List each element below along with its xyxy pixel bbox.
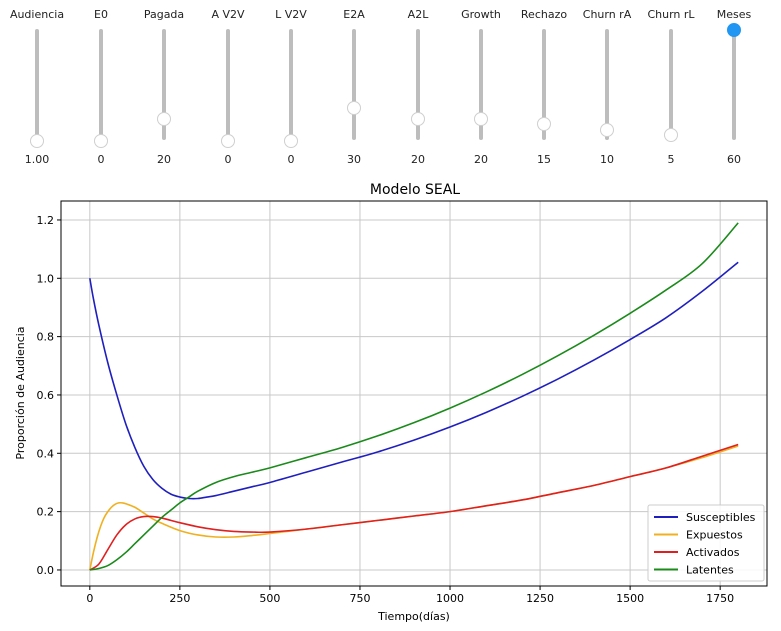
slider-pagada[interactable]: Pagada 20 bbox=[132, 0, 196, 175]
slider-value: 10 bbox=[600, 153, 614, 166]
slider-handle[interactable] bbox=[727, 23, 741, 37]
y-tick-label: 1.2 bbox=[37, 214, 55, 227]
slider-handle[interactable] bbox=[537, 117, 551, 132]
slider-handle[interactable] bbox=[347, 100, 361, 115]
slider-handle[interactable] bbox=[157, 111, 171, 126]
slider-handle[interactable] bbox=[474, 111, 488, 126]
slider-label: A V2V bbox=[211, 8, 245, 21]
slider-growth[interactable]: Growth 20 bbox=[449, 0, 513, 175]
slider-track[interactable] bbox=[162, 29, 166, 140]
slider-handle[interactable] bbox=[664, 128, 678, 143]
x-tick-label: 0 bbox=[86, 592, 93, 605]
series-lines bbox=[89, 222, 739, 571]
slider-value: 30 bbox=[347, 153, 361, 166]
slider-handle[interactable] bbox=[30, 134, 44, 148]
series-line-susceptibles bbox=[89, 261, 739, 500]
chart-title: Modelo SEAL bbox=[370, 182, 460, 198]
slider-track[interactable] bbox=[669, 29, 673, 140]
plot-frame bbox=[60, 200, 768, 587]
x-axis-label: Tiempo(días) bbox=[377, 610, 450, 623]
x-tick-label: 750 bbox=[349, 592, 370, 605]
slider-label: A2L bbox=[407, 8, 429, 21]
slider-value: 1.00 bbox=[24, 153, 50, 166]
legend: Susceptibles Expuestos Activados Latentes bbox=[647, 504, 765, 582]
series-line-activados bbox=[89, 443, 739, 571]
legend-box bbox=[647, 504, 765, 582]
slider-handle[interactable] bbox=[284, 134, 298, 148]
slider-value: 20 bbox=[474, 153, 488, 166]
slider-handle[interactable] bbox=[411, 111, 425, 126]
y-tick-label: 0.8 bbox=[37, 331, 55, 344]
slider-track[interactable] bbox=[289, 29, 293, 140]
series-line-latentes bbox=[89, 222, 739, 571]
slider-label: Meses bbox=[716, 8, 752, 21]
slider-label: Rechazo bbox=[520, 8, 568, 21]
slider-value: 15 bbox=[537, 153, 551, 166]
x-tick-label: 1500 bbox=[616, 592, 644, 605]
slider-value: 0 bbox=[287, 153, 295, 166]
x-tick-label: 1250 bbox=[526, 592, 554, 605]
x-tick-label: 1750 bbox=[706, 592, 734, 605]
slider-label: L V2V bbox=[275, 8, 307, 21]
y-tick-label: 1.0 bbox=[37, 272, 55, 285]
slider-value: 5 bbox=[667, 153, 675, 166]
slider-track[interactable] bbox=[352, 29, 356, 140]
legend-entry: Susceptibles bbox=[686, 511, 756, 524]
y-tick-label: 0.6 bbox=[37, 389, 55, 402]
x-tick-label: 500 bbox=[259, 592, 280, 605]
slider-track[interactable] bbox=[479, 29, 483, 140]
slider-value: 20 bbox=[411, 153, 425, 166]
slider-a-v2v[interactable]: A V2V 0 bbox=[196, 0, 260, 175]
slider-handle[interactable] bbox=[94, 134, 108, 148]
x-tick-label: 1000 bbox=[436, 592, 464, 605]
slider-label: E0 bbox=[94, 8, 108, 21]
slider-track[interactable] bbox=[99, 29, 103, 140]
slider-label: E2A bbox=[343, 8, 365, 21]
slider-e0[interactable]: E0 0 bbox=[69, 0, 133, 175]
slider-value: 20 bbox=[157, 153, 171, 166]
slider-label: Audiencia bbox=[9, 8, 65, 21]
slider-track[interactable] bbox=[542, 29, 546, 140]
slider-track[interactable] bbox=[35, 29, 39, 140]
y-tick-label: 0.0 bbox=[37, 564, 55, 577]
slider-label: Growth bbox=[461, 8, 501, 21]
slider-track[interactable] bbox=[226, 29, 230, 140]
seal-model-chart: Modelo SEAL 0 250 500 750 1000 1250 1500 1750 0… bbox=[14, 182, 768, 623]
slider-track[interactable] bbox=[732, 29, 736, 140]
slider-meses[interactable]: Meses 60 bbox=[702, 0, 766, 175]
y-axis-label: Proporción de Audiencia bbox=[14, 326, 27, 459]
slider-churn-rl[interactable]: Churn rL 5 bbox=[639, 0, 703, 175]
legend-entry: Activados bbox=[686, 546, 740, 559]
slider-audiencia[interactable]: Audiencia 1.00 bbox=[5, 0, 69, 175]
slider-value: 0 bbox=[224, 153, 232, 166]
slider-track[interactable] bbox=[605, 29, 609, 140]
slider-handle[interactable] bbox=[221, 134, 235, 148]
parameter-sliders-panel: Audiencia 1.00 E0 0 Pagada 20 A V2V 0 L V2V 0 E2A 3… bbox=[0, 0, 781, 175]
slider-label: Pagada bbox=[143, 8, 185, 21]
slider-value: 60 bbox=[727, 153, 741, 166]
slider-value: 0 bbox=[97, 153, 105, 166]
x-tick-label: 250 bbox=[169, 592, 190, 605]
y-tick-label: 0.4 bbox=[37, 447, 55, 460]
y-tick-label: 0.2 bbox=[37, 506, 55, 519]
slider-e2a[interactable]: E2A 30 bbox=[322, 0, 386, 175]
slider-label: Churn rL bbox=[647, 8, 695, 21]
series-line-expuestos bbox=[89, 445, 739, 571]
slider-label: Churn rA bbox=[582, 8, 632, 21]
slider-a2l[interactable]: A2L 20 bbox=[386, 0, 450, 175]
legend-entry: Expuestos bbox=[686, 529, 743, 542]
slider-l-v2v[interactable]: L V2V 0 bbox=[259, 0, 323, 175]
x-axis-ticks: 0 250 500 750 1000 1250 1500 1750 bbox=[86, 586, 734, 605]
legend-entry: Latentes bbox=[686, 564, 734, 577]
slider-handle[interactable] bbox=[600, 122, 614, 137]
slider-rechazo[interactable]: Rechazo 15 bbox=[512, 0, 576, 175]
slider-churn-ra[interactable]: Churn rA 10 bbox=[575, 0, 639, 175]
slider-track[interactable] bbox=[416, 29, 420, 140]
y-axis-ticks: 0.0 0.2 0.4 0.6 0.8 1.0 1.2 bbox=[37, 214, 61, 577]
